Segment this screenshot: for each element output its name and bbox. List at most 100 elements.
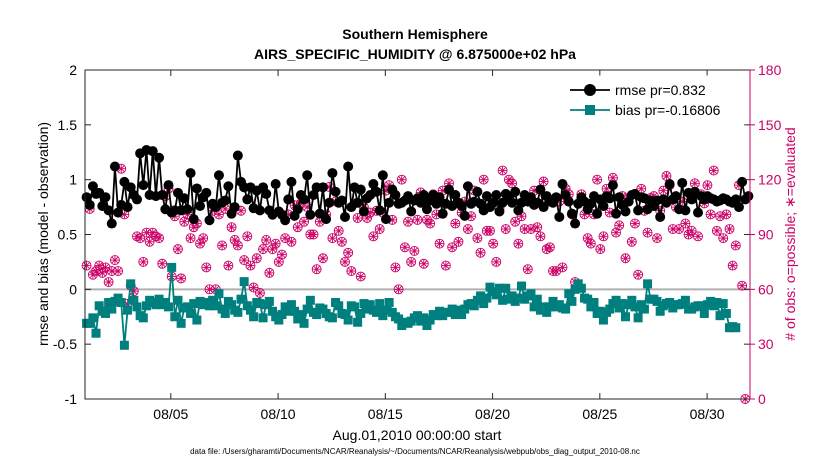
evaluated-obs-point [186, 233, 196, 243]
bias-point [302, 304, 312, 314]
bias-point [296, 310, 306, 320]
bias-point [655, 306, 665, 316]
evaluated-obs-point [702, 180, 712, 190]
bias-point [258, 313, 268, 323]
bias-point [204, 301, 214, 311]
evaluated-obs-point [721, 209, 731, 219]
rmse-point [138, 180, 149, 191]
rmse-point [535, 184, 546, 195]
evaluated-obs-point [198, 233, 208, 243]
evaluated-obs-point [693, 231, 703, 241]
bias-point [419, 313, 429, 323]
bias-point [119, 340, 129, 350]
legend-marker-rmse [584, 84, 596, 96]
bias-point [476, 291, 486, 301]
evaluated-obs-point [274, 257, 284, 267]
chart-subtitle: AIRS_SPECIFIC_HUMIDITY @ 6.875000e+02 hP… [254, 46, 576, 62]
y-tick-label-left: -0.5 [53, 336, 77, 352]
evaluated-obs-point [706, 209, 716, 219]
rmse-point [330, 186, 341, 197]
y-tick-label-right: 90 [758, 227, 774, 243]
evaluated-obs-point [463, 224, 473, 234]
rmse-point [733, 202, 744, 213]
evaluated-obs-point [611, 228, 621, 238]
evaluated-obs-point [337, 237, 347, 247]
evaluated-obs-point [737, 281, 747, 291]
rmse-point [324, 197, 335, 208]
bias-point [327, 313, 337, 323]
evaluated-obs-point [583, 233, 593, 243]
bias-point [340, 310, 350, 320]
bias-point [507, 291, 517, 301]
evaluated-obs-point [261, 235, 271, 245]
rmse-point [81, 192, 92, 203]
evaluated-obs-point [491, 257, 501, 267]
legend-box [564, 75, 746, 125]
evaluated-obs-point [450, 219, 460, 229]
rmse-point [491, 190, 502, 201]
rmse-point [390, 190, 401, 201]
rmse-point [204, 215, 215, 226]
evaluated-obs-point [249, 283, 259, 293]
evaluated-obs-point [419, 259, 429, 269]
evaluated-obs-point [539, 176, 549, 186]
evaluated-obs-point [406, 257, 416, 267]
bias-point [457, 310, 467, 320]
bias-point [721, 308, 731, 318]
rmse-point [450, 190, 461, 201]
evaluated-obs-point [614, 220, 624, 230]
x-tick-label: 08/05 [153, 406, 188, 422]
rmse-point [340, 211, 351, 222]
evaluated-obs-point [510, 217, 520, 227]
bias-point [104, 297, 114, 307]
bias-point [85, 318, 95, 328]
rmse-point [494, 206, 505, 217]
rmse-point [242, 194, 253, 205]
evaluated-obs-point [709, 166, 719, 176]
bias-point [353, 317, 363, 327]
bias-point [718, 299, 728, 309]
bias-point [447, 304, 457, 314]
evaluated-obs-point [236, 206, 246, 216]
bias-point [359, 299, 369, 309]
footnote: data file: /Users/gharamti/Documents/NCA… [190, 447, 640, 456]
rmse-point [633, 205, 644, 216]
rmse-point [655, 211, 666, 222]
bias-point [696, 301, 706, 311]
evaluated-obs-point [715, 211, 725, 221]
evaluated-obs-point [286, 237, 296, 247]
x-axis-label: Aug.01,2010 00:00:00 start [333, 427, 502, 443]
evaluated-obs-point [91, 266, 101, 276]
evaluated-obs-point [621, 253, 631, 263]
bias-point [621, 312, 631, 322]
evaluated-obs-point [476, 248, 486, 258]
rmse-point [232, 150, 243, 161]
evaluated-obs-point [652, 233, 662, 243]
legend-label-bias: bias pr=-0.16806 [615, 102, 721, 118]
rmse-point [308, 190, 319, 201]
evaluated-obs-point [453, 237, 463, 247]
bias-point [164, 302, 174, 312]
bias-point [665, 297, 675, 307]
evaluated-obs-point [598, 231, 608, 241]
bias-point [576, 283, 586, 293]
rmse-point [223, 181, 234, 192]
bias-point [305, 295, 315, 305]
bias-point [239, 277, 249, 287]
rmse-point [677, 177, 688, 188]
rmse-point [557, 179, 568, 190]
evaluated-obs-point [595, 244, 605, 254]
bias-point [413, 311, 422, 321]
evaluated-obs-point [258, 244, 268, 254]
evaluated-obs-point [94, 261, 104, 271]
bias-point [517, 281, 527, 291]
evaluated-obs-point [523, 264, 533, 274]
bias-point [107, 304, 117, 314]
evaluated-obs-point [674, 224, 684, 234]
y-tick-label-right: 60 [758, 281, 774, 297]
x-tick-label: 08/15 [368, 406, 403, 422]
y-tick-label-right: 0 [758, 391, 766, 407]
evaluated-obs-point [400, 242, 410, 252]
bias-point [208, 295, 218, 305]
